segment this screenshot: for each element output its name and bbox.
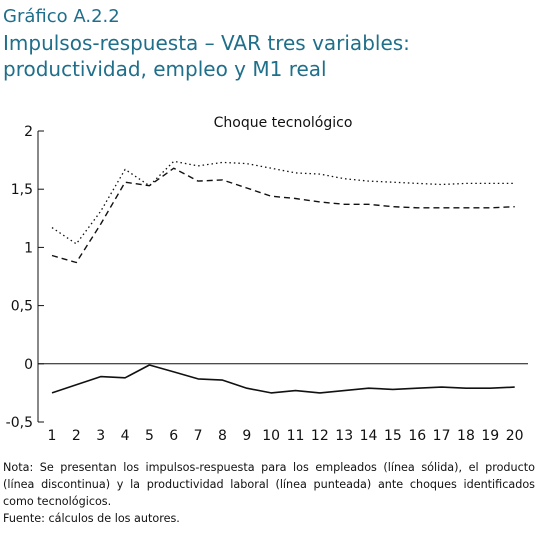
chart-notes: Nota: Se presentan los impulsos-respuest… (3, 459, 535, 527)
source-text: Fuente: cálculos de los autores. (3, 512, 180, 525)
x-tick-label: 11 (287, 428, 305, 444)
x-tick-label: 16 (408, 428, 426, 444)
series-line-solid (51, 364, 515, 394)
x-tick-label: 3 (96, 428, 105, 444)
x-tick-label: 20 (506, 428, 524, 444)
y-tick-label: -0,5 (6, 415, 33, 431)
x-tick-label: 2 (72, 428, 81, 444)
x-tick-label: 12 (311, 428, 329, 444)
series-line-dashed (51, 167, 515, 264)
chart-series (51, 160, 515, 394)
chart-heading: Gráfico A.2.2 Impulsos-respuesta – VAR t… (3, 4, 410, 82)
x-tick-label: 15 (384, 428, 402, 444)
series-line-dotted (51, 160, 515, 245)
x-tick-label: 6 (169, 428, 178, 444)
y-tick-label: 0 (24, 357, 33, 373)
x-tick-label: 13 (335, 428, 353, 444)
x-tick-label: 14 (360, 428, 378, 444)
x-tick-label: 5 (145, 428, 154, 444)
y-tick-label: 1 (24, 240, 33, 256)
chart-title: Choque tecnológico (214, 115, 353, 131)
impulse-response-chart: Choque tecnológico -0,500,511,521 2 3 4 5 6 7 8… (6, 115, 528, 444)
x-tick-label: 19 (481, 428, 499, 444)
figure-title-line1: Impulsos-respuesta – VAR tres variables: (3, 31, 410, 55)
x-tick-label: 18 (457, 428, 475, 444)
x-tick-label: 9 (242, 428, 251, 444)
x-tick-label: 8 (218, 428, 227, 444)
x-tick-label: 1 (48, 428, 57, 444)
y-tick-label: 0,5 (11, 299, 33, 315)
y-tick-label: 1,5 (11, 182, 33, 198)
chart-axes: -0,500,511,521 2 3 4 5 6 7 8 9 10 11 12 13 14 15 16 17 18… (6, 124, 528, 444)
x-tick-label: 4 (121, 428, 130, 444)
figure-title-line2: productividad, empleo y M1 real (3, 57, 327, 81)
x-tick-label: 7 (194, 428, 203, 444)
x-tick-label: 17 (433, 428, 451, 444)
x-tick-label: 10 (262, 428, 280, 444)
figure-label: Gráfico A.2.2 (3, 6, 120, 27)
note-text: Nota: Se presentan los impulsos-respuest… (3, 461, 535, 508)
y-tick-label: 2 (24, 124, 33, 140)
